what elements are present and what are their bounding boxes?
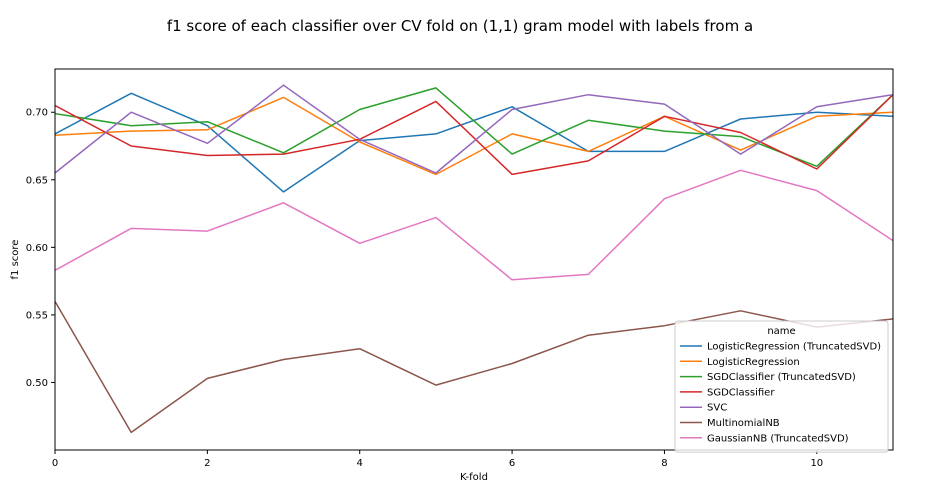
- series-line-6: [55, 169, 893, 281]
- chart-title: f1 score of each classifier over CV fold…: [167, 17, 753, 35]
- series-line-5: [55, 301, 893, 434]
- x-tick-label: 6: [509, 458, 515, 469]
- x-tick-label: 8: [661, 458, 667, 469]
- x-tick-label: 0: [52, 458, 58, 469]
- series-lines: [55, 84, 893, 434]
- plot-frame: [54, 68, 894, 451]
- y-tick-label: 0.70: [26, 108, 48, 119]
- legend-label: SGDClassifier: [707, 387, 775, 398]
- x-tick-label: 10: [810, 458, 823, 469]
- legend-label: GaussianNB (TruncatedSVD): [707, 433, 849, 444]
- x-axis-label: K-fold: [460, 472, 488, 483]
- legend: name LogisticRegression (TruncatedSVD)Lo…: [674, 320, 889, 453]
- legend-items: LogisticRegression (TruncatedSVD) Logisti…: [680, 342, 881, 444]
- y-axis: 0.50 0.55 0.60 0.65 0.70: [26, 108, 55, 389]
- y-tick-label: 0.60: [26, 243, 48, 254]
- legend-title: name: [767, 326, 795, 337]
- legend-label: LogisticRegression: [707, 357, 800, 368]
- series-line-4: [55, 84, 893, 174]
- legend-label: SGDClassifier (TruncatedSVD): [707, 372, 856, 383]
- series-line-1: [55, 96, 893, 176]
- y-axis-label: f1 score: [10, 240, 21, 280]
- legend-label: SVC: [707, 403, 727, 414]
- y-tick-label: 0.55: [26, 310, 48, 321]
- legend-label: LogisticRegression (TruncatedSVD): [707, 342, 881, 353]
- series-line-2: [55, 87, 893, 168]
- x-tick-label: 4: [357, 458, 363, 469]
- series-line-3: [55, 94, 893, 176]
- legend-label: MultinomialNB: [707, 418, 780, 429]
- y-tick-label: 0.50: [26, 378, 48, 389]
- legend-box: [674, 320, 889, 453]
- y-tick-label: 0.65: [26, 175, 48, 186]
- plot-area: [54, 68, 894, 451]
- x-tick-label: 2: [204, 458, 210, 469]
- x-axis: 0 2 4 6 8 10: [52, 450, 823, 469]
